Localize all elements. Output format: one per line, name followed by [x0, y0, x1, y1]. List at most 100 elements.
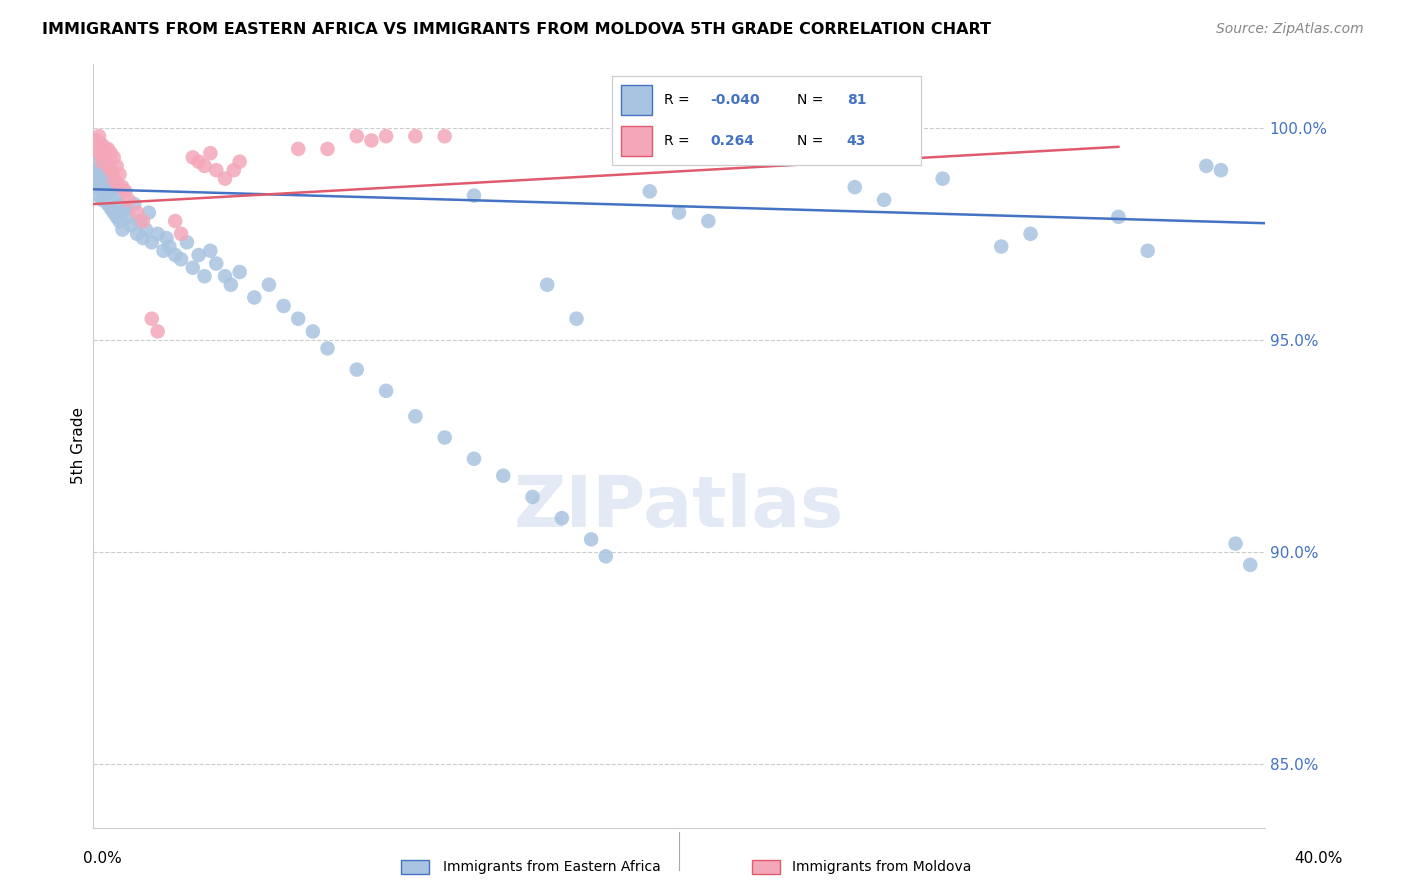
Point: [316, 342, 339, 356]
Point: [91, 154, 114, 169]
Point: [187, 248, 209, 262]
Point: [170, 227, 193, 241]
Point: [990, 239, 1012, 253]
Point: [193, 269, 215, 284]
Text: R =: R =: [664, 134, 690, 148]
Point: [91, 171, 114, 186]
Point: [579, 533, 602, 547]
Point: [84, 133, 107, 147]
Point: [103, 180, 125, 194]
Point: [111, 222, 134, 236]
Point: [463, 188, 485, 202]
Point: [302, 325, 325, 339]
Point: [170, 252, 193, 267]
Point: [97, 197, 120, 211]
Text: N =: N =: [797, 93, 824, 107]
Point: [273, 299, 295, 313]
Point: [100, 146, 122, 161]
Point: [87, 188, 110, 202]
Point: [433, 129, 456, 144]
Point: [844, 180, 866, 194]
Point: [117, 193, 139, 207]
Point: [94, 168, 117, 182]
Point: [117, 210, 139, 224]
Point: [108, 214, 131, 228]
Point: [108, 168, 131, 182]
Point: [404, 409, 426, 424]
Point: [132, 214, 155, 228]
Point: [97, 159, 120, 173]
Point: [100, 163, 122, 178]
Point: [111, 180, 134, 194]
Point: [138, 205, 160, 219]
Point: [214, 269, 236, 284]
Point: [228, 265, 250, 279]
Point: [551, 511, 574, 525]
Text: 43: 43: [846, 134, 866, 148]
Point: [108, 197, 131, 211]
Point: [219, 277, 242, 292]
Y-axis label: 5th Grade: 5th Grade: [72, 408, 86, 484]
Point: [1209, 163, 1232, 178]
Point: [91, 193, 114, 207]
Text: IMMIGRANTS FROM EASTERN AFRICA VS IMMIGRANTS FROM MOLDOVA 5TH GRADE CORRELATION : IMMIGRANTS FROM EASTERN AFRICA VS IMMIGR…: [42, 22, 991, 37]
Point: [1225, 536, 1247, 550]
Point: [152, 244, 174, 258]
Point: [346, 129, 368, 144]
Point: [1195, 159, 1218, 173]
Point: [100, 202, 122, 216]
Point: [205, 163, 228, 178]
Point: [122, 197, 145, 211]
Point: [931, 171, 953, 186]
Text: 0.0%: 0.0%: [83, 852, 122, 866]
Bar: [621, 126, 652, 156]
Point: [565, 311, 588, 326]
Point: [155, 231, 177, 245]
Point: [193, 159, 215, 173]
Point: [200, 244, 222, 258]
Text: Immigrants from Eastern Africa: Immigrants from Eastern Africa: [443, 860, 661, 874]
Point: [111, 205, 134, 219]
Point: [84, 154, 107, 169]
Text: 81: 81: [846, 93, 866, 107]
Point: [94, 185, 117, 199]
Point: [132, 231, 155, 245]
Point: [375, 384, 398, 398]
Point: [536, 277, 558, 292]
Point: [346, 362, 368, 376]
Point: [84, 180, 107, 194]
Point: [146, 227, 169, 241]
Point: [492, 468, 515, 483]
Point: [120, 219, 142, 233]
Text: -0.040: -0.040: [710, 93, 761, 107]
Point: [360, 133, 382, 147]
Point: [243, 290, 266, 304]
Point: [129, 214, 152, 228]
Point: [127, 205, 149, 219]
Point: [103, 150, 125, 164]
Point: [228, 154, 250, 169]
Point: [141, 235, 163, 250]
Point: [1019, 227, 1042, 241]
Bar: [621, 85, 652, 115]
Point: [433, 430, 456, 444]
Point: [91, 137, 114, 152]
Point: [105, 188, 128, 202]
Point: [87, 137, 110, 152]
Text: 0.264: 0.264: [710, 134, 755, 148]
Point: [87, 129, 110, 144]
Point: [205, 256, 228, 270]
Point: [257, 277, 280, 292]
Point: [595, 549, 617, 564]
Point: [375, 129, 398, 144]
Text: Immigrants from Moldova: Immigrants from Moldova: [792, 860, 972, 874]
Point: [103, 205, 125, 219]
Point: [1239, 558, 1261, 572]
Point: [127, 227, 149, 241]
Point: [668, 205, 690, 219]
Text: Source: ZipAtlas.com: Source: ZipAtlas.com: [1216, 22, 1364, 37]
Point: [91, 146, 114, 161]
Point: [1107, 210, 1129, 224]
Point: [463, 451, 485, 466]
Point: [287, 142, 309, 156]
